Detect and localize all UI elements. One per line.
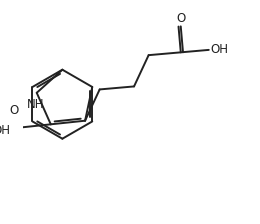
Text: O: O — [176, 12, 185, 25]
Text: O: O — [9, 104, 18, 117]
Text: OH: OH — [0, 124, 10, 137]
Text: NH: NH — [27, 98, 44, 111]
Text: OH: OH — [211, 43, 229, 56]
